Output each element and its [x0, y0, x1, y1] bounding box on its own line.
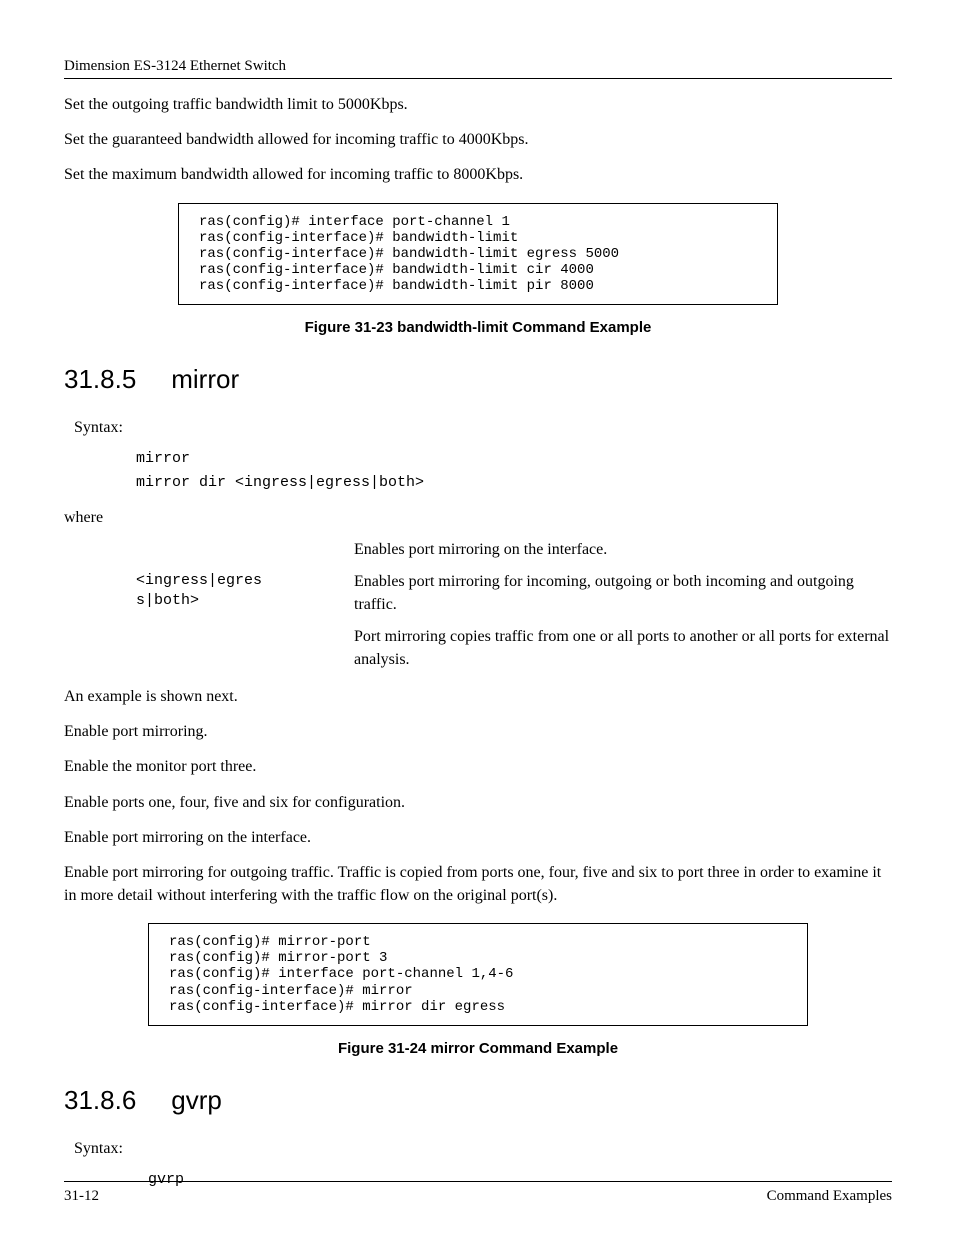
- syntax-line: mirror dir <ingress|egress|both>: [136, 471, 892, 495]
- code-line: ras(config-interface)# mirror: [169, 983, 799, 999]
- body-text: Enable port mirroring.: [64, 720, 892, 743]
- syntax-line: mirror: [136, 447, 892, 471]
- code-line: ras(config)# mirror-port 3: [169, 950, 799, 966]
- page-number: 31-12: [64, 1188, 99, 1205]
- body-text: Set the outgoing traffic bandwidth limit…: [64, 93, 892, 116]
- section-number: 31.8.5: [64, 364, 164, 395]
- param-key-text: <ingress|egres s|both>: [136, 571, 354, 610]
- page: Dimension ES-3124 Ethernet Switch Set th…: [0, 0, 954, 1235]
- body-text: Set the guaranteed bandwidth allowed for…: [64, 128, 892, 151]
- code-line: ras(config-interface)# bandwidth-limit: [199, 230, 769, 246]
- code-example-box: ras(config)# interface port-channel 1 ra…: [178, 203, 778, 305]
- running-header: Dimension ES-3124 Ethernet Switch: [64, 58, 892, 79]
- param-description: Enables port mirroring for incoming, out…: [354, 571, 892, 616]
- code-line: ras(config-interface)# bandwidth-limit e…: [199, 246, 769, 262]
- code-example-box: ras(config)# mirror-port ras(config)# mi…: [148, 923, 808, 1025]
- section-title: gvrp: [171, 1085, 222, 1115]
- param-row: <ingress|egres s|both> Enables port mirr…: [64, 571, 892, 616]
- body-text: Enable port mirroring for outgoing traff…: [64, 861, 892, 907]
- syntax-label: Syntax:: [64, 1140, 892, 1158]
- param-description: Enables port mirroring on the interface.: [354, 539, 892, 561]
- section-heading: 31.8.6 gvrp: [64, 1085, 892, 1116]
- param-row: Port mirroring copies traffic from one o…: [64, 626, 892, 671]
- param-key: [64, 626, 354, 671]
- body-text: Enable the monitor port three.: [64, 755, 892, 778]
- param-row: Enables port mirroring on the interface.: [64, 539, 892, 561]
- syntax-block: mirror mirror dir <ingress|egress|both>: [136, 447, 892, 495]
- section-number: 31.8.6: [64, 1085, 164, 1116]
- figure-caption: Figure 31-24 mirror Command Example: [64, 1040, 892, 1057]
- page-footer: 31-12 Command Examples: [64, 1181, 892, 1205]
- code-line: ras(config-interface)# mirror dir egress: [169, 999, 799, 1015]
- where-label: where: [64, 509, 892, 527]
- param-key: [64, 539, 354, 561]
- code-line: ras(config)# interface port-channel 1,4-…: [169, 966, 799, 982]
- footer-section-name: Command Examples: [767, 1188, 892, 1205]
- code-line: ras(config)# interface port-channel 1: [199, 214, 769, 230]
- param-key: <ingress|egres s|both>: [64, 571, 354, 616]
- param-description: Port mirroring copies traffic from one o…: [354, 626, 892, 671]
- body-text: Enable port mirroring on the interface.: [64, 826, 892, 849]
- body-text: Set the maximum bandwidth allowed for in…: [64, 163, 892, 186]
- section-title: mirror: [171, 364, 239, 394]
- code-line: ras(config)# mirror-port: [169, 934, 799, 950]
- code-line: ras(config-interface)# bandwidth-limit c…: [199, 262, 769, 278]
- syntax-label: Syntax:: [64, 419, 892, 437]
- code-line: ras(config-interface)# bandwidth-limit p…: [199, 278, 769, 294]
- section-heading: 31.8.5 mirror: [64, 364, 892, 395]
- figure-caption: Figure 31-23 bandwidth-limit Command Exa…: [64, 319, 892, 336]
- body-text: An example is shown next.: [64, 685, 892, 708]
- body-text: Enable ports one, four, five and six for…: [64, 791, 892, 814]
